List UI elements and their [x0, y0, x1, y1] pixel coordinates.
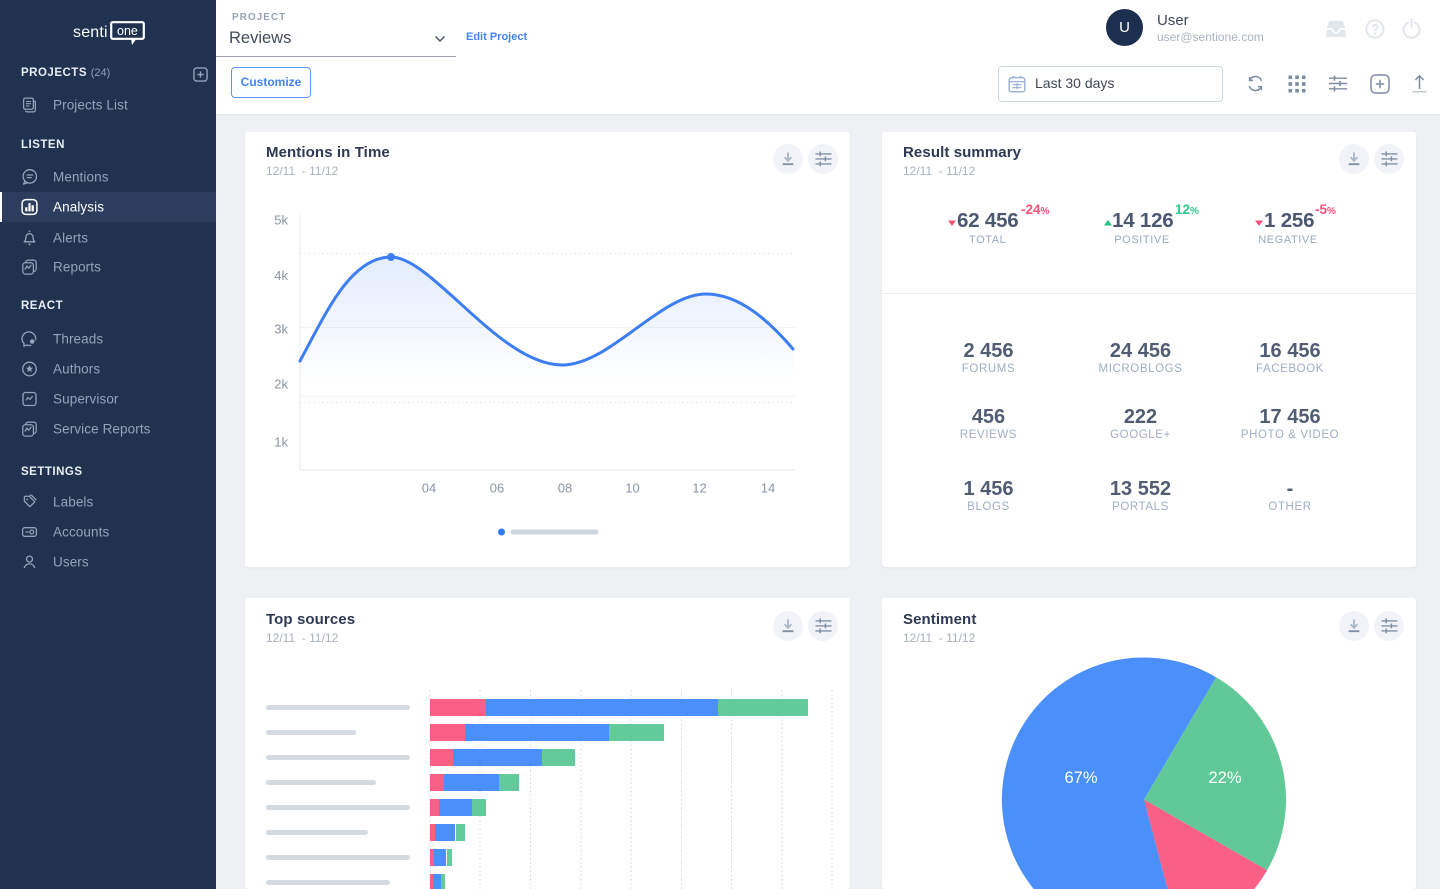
svg-text:2k: 2k [274, 377, 288, 392]
svg-text:08: 08 [558, 481, 572, 496]
svg-text:4k: 4k [274, 268, 288, 283]
svg-text:06: 06 [490, 481, 504, 496]
svg-text:22%: 22% [1208, 769, 1241, 787]
svg-text:one: one [117, 24, 138, 38]
svg-text:67%: 67% [1064, 769, 1097, 787]
svg-text:10: 10 [625, 481, 639, 496]
svg-text:3k: 3k [274, 322, 288, 337]
svg-text:1k: 1k [274, 435, 288, 450]
svg-text:04: 04 [422, 481, 436, 496]
svg-text:5k: 5k [274, 213, 288, 228]
svg-text:12: 12 [692, 481, 706, 496]
svg-text:14: 14 [761, 481, 775, 496]
